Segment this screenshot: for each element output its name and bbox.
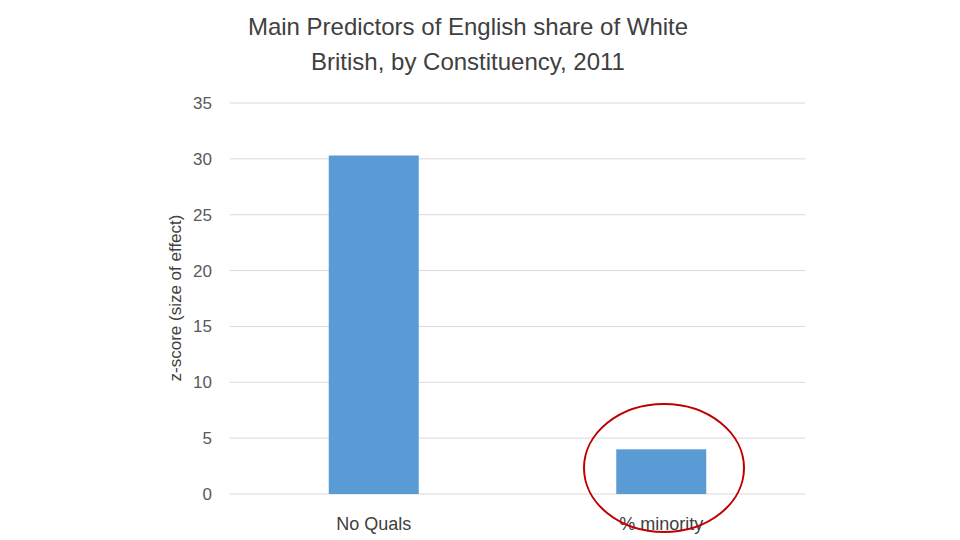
- y-tick-label: 10: [193, 373, 212, 392]
- x-tick-label: No Quals: [336, 514, 411, 534]
- title-line: British, by Constituency, 2011: [311, 48, 625, 75]
- y-tick-label: 15: [193, 317, 212, 336]
- highlight-circle: [584, 404, 744, 532]
- title-line: Main Predictors of English share of Whit…: [248, 13, 688, 40]
- grid-line: [230, 158, 805, 159]
- y-tick-label: 25: [193, 206, 212, 225]
- y-tick-label: 35: [193, 94, 212, 113]
- y-axis-label: z-score (size of effect): [166, 215, 185, 382]
- grid-line: [230, 270, 805, 271]
- bar: [616, 449, 706, 494]
- chart: 05101520253035No Quals% minorityz-score …: [0, 0, 960, 540]
- y-tick-label: 30: [193, 150, 212, 169]
- y-tick-label: 20: [193, 262, 212, 281]
- grid-line: [230, 438, 805, 439]
- grid-line: [230, 494, 805, 495]
- y-tick-label: 5: [203, 429, 212, 448]
- title: Main Predictors of English share of Whit…: [248, 13, 688, 75]
- grid-line: [230, 382, 805, 383]
- y-tick-label: 0: [203, 485, 212, 504]
- grid-line: [230, 214, 805, 215]
- grid-line: [230, 103, 805, 104]
- grid-line: [230, 326, 805, 327]
- bar: [329, 156, 419, 494]
